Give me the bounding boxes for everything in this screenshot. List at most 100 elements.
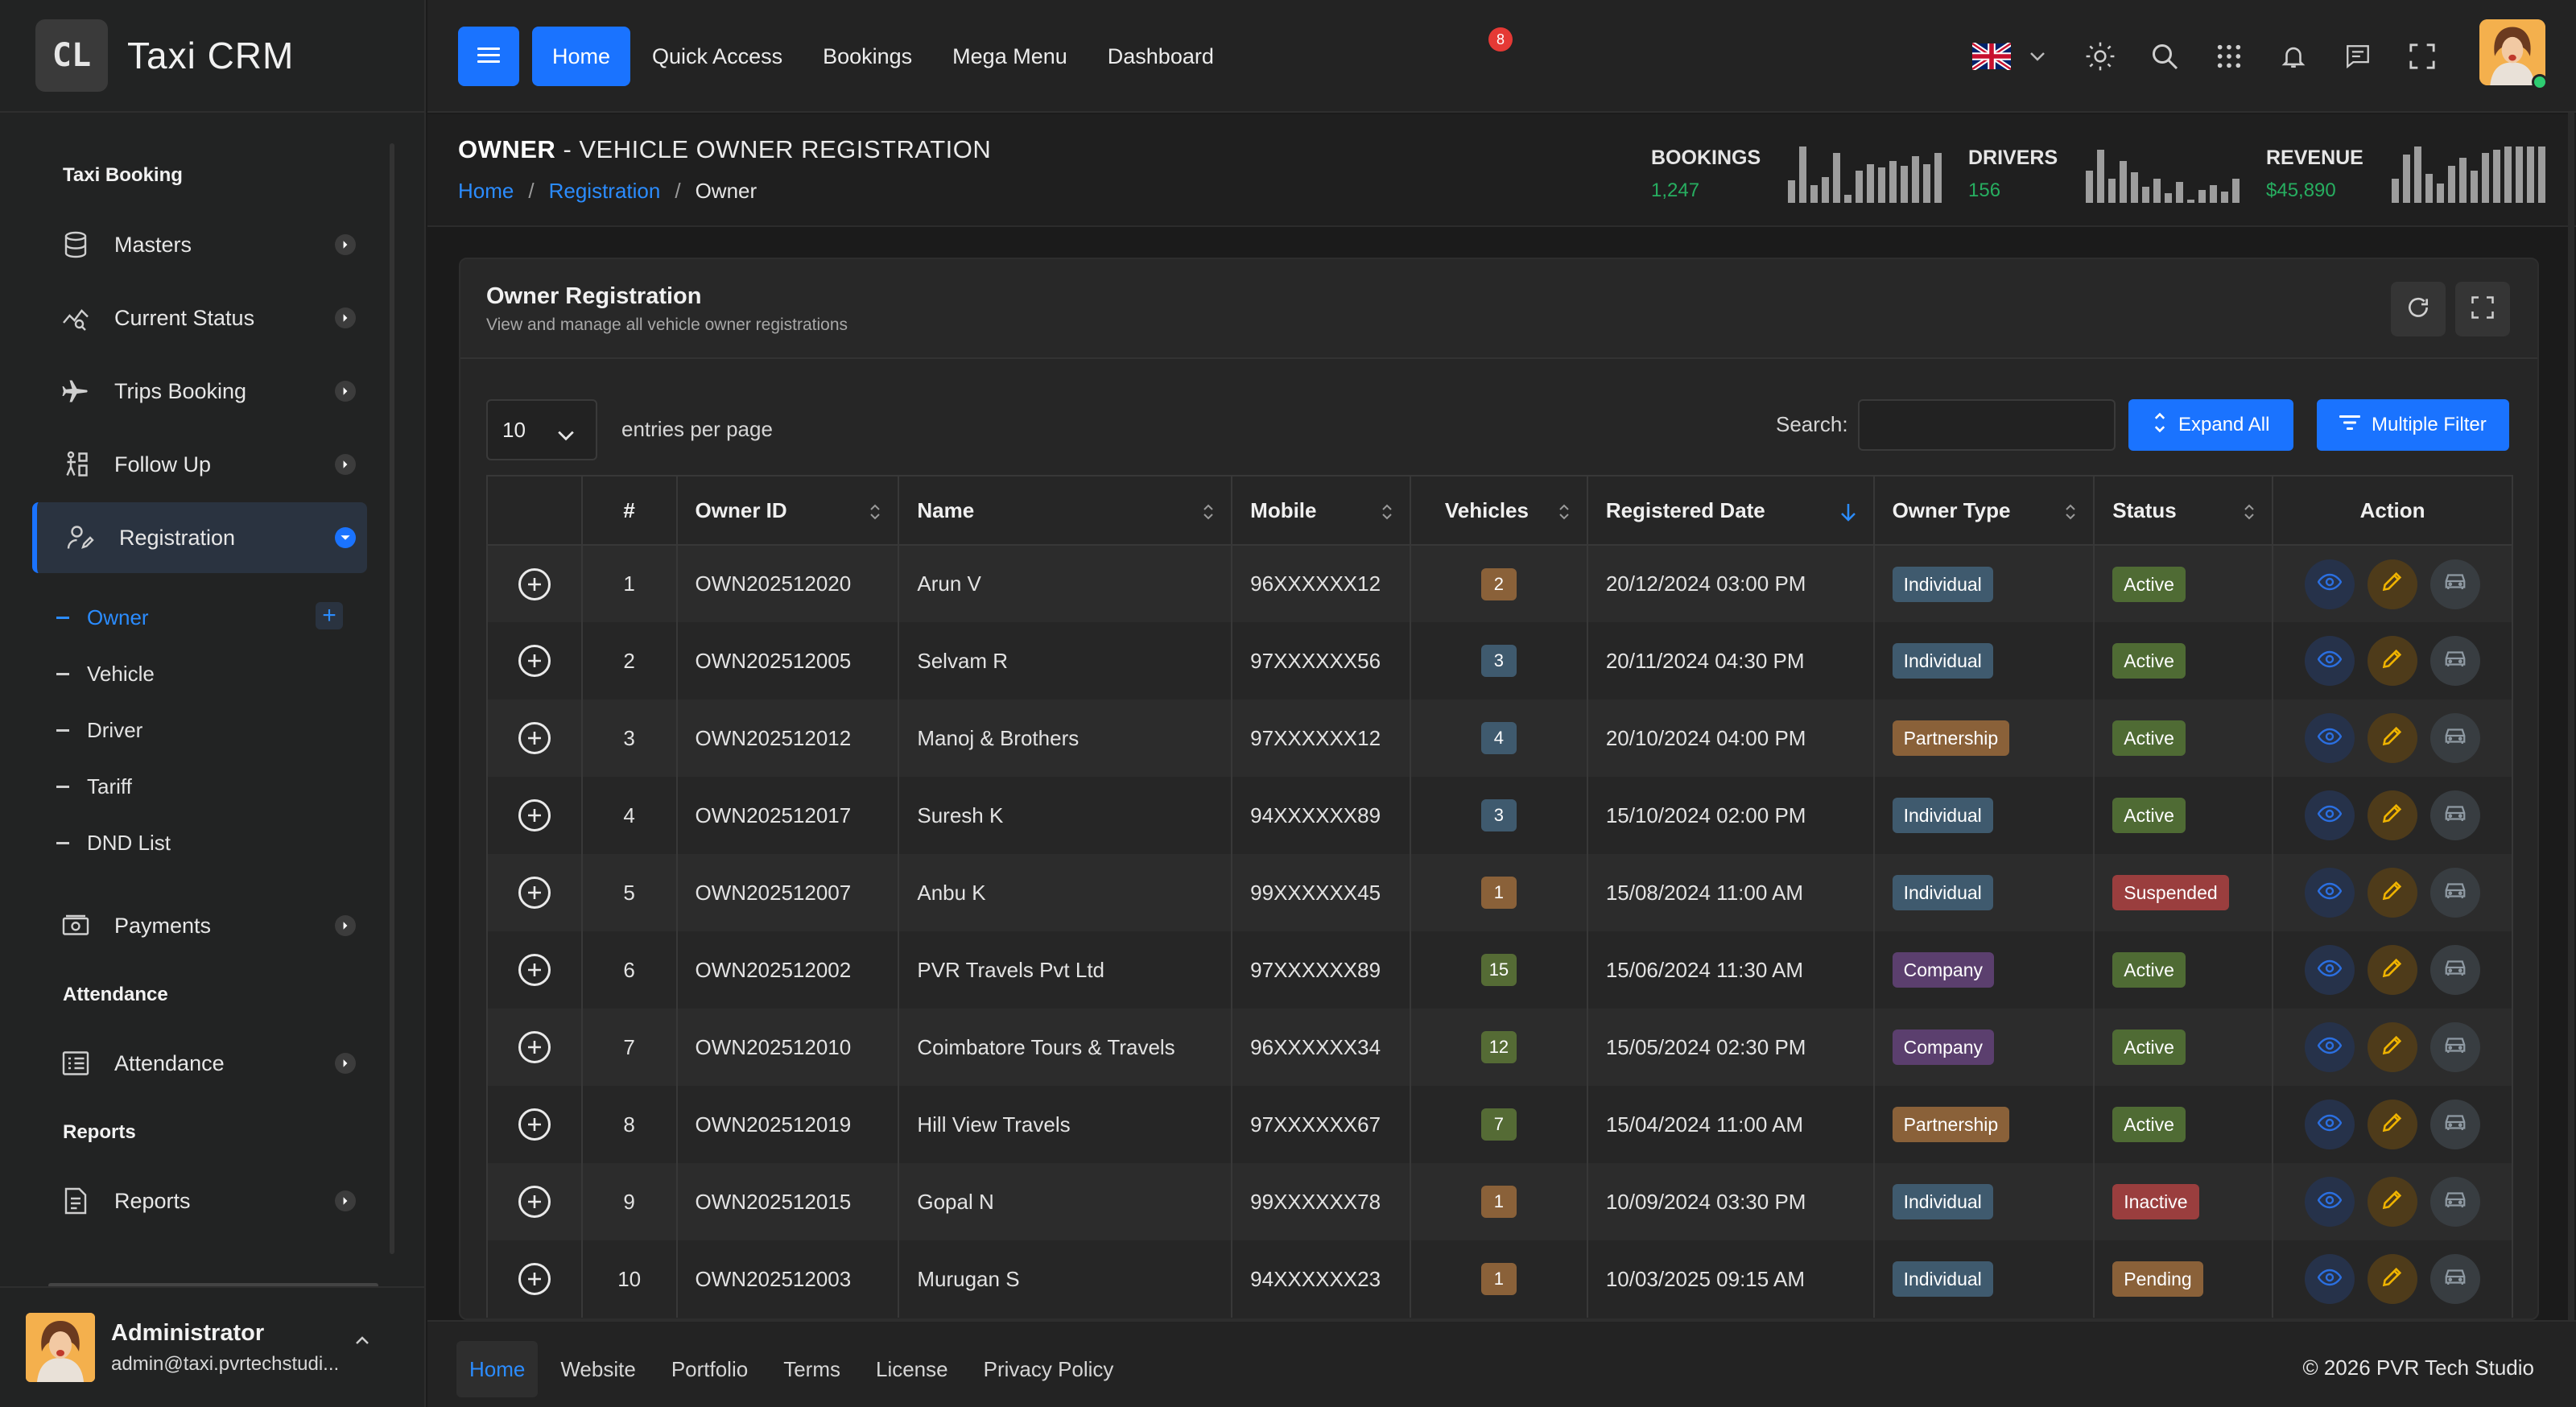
sidebar-subitem-dnd-list[interactable]: DND List <box>56 831 171 856</box>
expand-row-cell[interactable] <box>486 854 583 931</box>
view-button[interactable] <box>2305 1177 2355 1227</box>
edit-button[interactable] <box>2368 713 2418 763</box>
chevron-up-icon[interactable] <box>354 1335 370 1350</box>
expand-row-cell[interactable] <box>486 1163 583 1240</box>
expand-row-cell[interactable] <box>486 1086 583 1163</box>
footer-link-privacy-policy[interactable]: Privacy Policy <box>983 1356 1114 1381</box>
vehicles-button[interactable] <box>2430 790 2481 840</box>
table-row[interactable]: 2 OWN202512005 Selvam R 97XXXXXX56 3 20/11/20… <box>486 622 2513 699</box>
sidebar-item-attendance[interactable]: Attendance <box>32 1028 367 1099</box>
sidebar-item-current-status[interactable]: Current Status <box>32 283 367 353</box>
view-button[interactable] <box>2305 945 2355 995</box>
table-row[interactable]: 3 OWN202512012 Manoj & Brothers 97XXXXXX12 4… <box>486 699 2513 777</box>
vehicles-button[interactable] <box>2430 868 2481 918</box>
col-header-name[interactable]: Name <box>898 475 1233 546</box>
table-row[interactable]: 9 OWN202512015 Gopal N 99XXXXXX78 1 10/09/202… <box>486 1163 2513 1240</box>
view-button[interactable] <box>2305 559 2355 609</box>
multiple-filter-button[interactable]: Multiple Filter <box>2317 399 2509 451</box>
sidebar-subitem-owner[interactable]: Owner <box>56 605 149 630</box>
expand-card-button[interactable] <box>2455 282 2510 336</box>
vehicles-button[interactable] <box>2430 945 2481 995</box>
chat-icon[interactable] <box>2342 40 2374 72</box>
edit-button[interactable] <box>2368 1100 2418 1149</box>
view-button[interactable] <box>2305 713 2355 763</box>
nav-quick-access[interactable]: Quick Access <box>652 43 783 68</box>
uk-flag-icon[interactable] <box>1971 40 2012 72</box>
refresh-button[interactable] <box>2391 282 2446 336</box>
bell-icon[interactable] <box>2277 40 2310 72</box>
edit-button[interactable] <box>2368 1177 2418 1227</box>
page-scrollbar[interactable] <box>2568 113 2574 1320</box>
entries-per-page-select[interactable]: 10 <box>486 399 597 460</box>
view-button[interactable] <box>2305 636 2355 686</box>
col-header-status[interactable]: Status <box>2093 475 2274 546</box>
footer-link-website[interactable]: Website <box>560 1356 636 1381</box>
col-header-registered-date[interactable]: Registered Date <box>1586 475 1875 546</box>
search-input[interactable] <box>1858 399 2116 451</box>
apps-grid-icon[interactable] <box>2213 40 2245 72</box>
expand-row-cell[interactable] <box>486 699 583 777</box>
plus-circle-icon[interactable] <box>518 1108 551 1141</box>
fullscreen-icon[interactable] <box>2406 40 2438 72</box>
table-row[interactable]: 8 OWN202512019 Hill View Travels 97XXXXXX67… <box>486 1086 2513 1163</box>
sidebar-subitem-vehicle[interactable]: Vehicle <box>56 662 155 687</box>
sidebar-subitem-driver[interactable]: Driver <box>56 718 142 743</box>
expand-row-cell[interactable] <box>486 1009 583 1086</box>
vehicles-button[interactable] <box>2430 1177 2481 1227</box>
expand-row-cell[interactable] <box>486 931 583 1009</box>
edit-button[interactable] <box>2368 790 2418 840</box>
expand-row-cell[interactable] <box>486 1240 583 1318</box>
view-button[interactable] <box>2305 1100 2355 1149</box>
brand[interactable]: CL Taxi CRM <box>0 0 424 113</box>
footer-link-terms[interactable]: Terms <box>783 1356 840 1381</box>
sidebar-item-masters[interactable]: Masters <box>32 209 367 280</box>
vehicles-button[interactable] <box>2430 1100 2481 1149</box>
footer-link-license[interactable]: License <box>875 1356 948 1381</box>
sidebar-item-registration[interactable]: Registration <box>32 502 367 573</box>
vehicles-button[interactable] <box>2430 713 2481 763</box>
sidebar-item-reports[interactable]: Reports <box>32 1166 367 1236</box>
header-avatar[interactable] <box>2479 19 2545 85</box>
edit-button[interactable] <box>2368 1254 2418 1304</box>
col-header-vehicles[interactable]: Vehicles <box>1410 475 1588 546</box>
plus-circle-icon[interactable] <box>518 877 551 909</box>
expand-row-cell[interactable] <box>486 777 583 854</box>
col-header-mobile[interactable]: Mobile <box>1231 475 1412 546</box>
col-header-owner-id[interactable]: Owner ID <box>675 475 900 546</box>
edit-button[interactable] <box>2368 636 2418 686</box>
edit-button[interactable] <box>2368 868 2418 918</box>
edit-button[interactable] <box>2368 945 2418 995</box>
plus-circle-icon[interactable] <box>518 799 551 831</box>
table-row[interactable]: 1 OWN202512020 Arun V 96XXXXXX12 2 20/12/2024… <box>486 545 2513 622</box>
plus-circle-icon[interactable] <box>518 1031 551 1063</box>
breadcrumb-registration[interactable]: Registration <box>548 179 661 203</box>
view-button[interactable] <box>2305 790 2355 840</box>
view-button[interactable] <box>2305 868 2355 918</box>
plus-circle-icon[interactable] <box>518 1186 551 1218</box>
table-row[interactable]: 7 OWN202512010 Coimbatore Tours & Travels 9… <box>486 1009 2513 1086</box>
table-row[interactable]: 4 OWN202512017 Suresh K 94XXXXXX89 3 15/10/20… <box>486 777 2513 854</box>
add-owner-icon[interactable]: + <box>316 602 343 629</box>
nav-mega-menu[interactable]: Mega Menu <box>952 43 1067 68</box>
vehicles-button[interactable] <box>2430 636 2481 686</box>
sidebar-item-follow-up[interactable]: Follow Up <box>32 429 367 500</box>
plus-circle-icon[interactable] <box>518 954 551 986</box>
view-button[interactable] <box>2305 1254 2355 1304</box>
plus-circle-icon[interactable] <box>518 722 551 754</box>
view-button[interactable] <box>2305 1022 2355 1072</box>
plus-circle-icon[interactable] <box>518 645 551 677</box>
table-row[interactable]: 10 OWN202512003 Murugan S 94XXXXXX23 1 10/03/… <box>486 1240 2513 1318</box>
footer-link-portfolio[interactable]: Portfolio <box>671 1356 749 1381</box>
breadcrumb-home[interactable]: Home <box>458 179 514 203</box>
sidebar-subitem-tariff[interactable]: Tariff <box>56 774 132 799</box>
plus-circle-icon[interactable] <box>518 567 551 600</box>
vehicles-button[interactable] <box>2430 1254 2481 1304</box>
nav-dashboard[interactable]: Dashboard <box>1107 43 1214 68</box>
edit-button[interactable] <box>2368 559 2418 609</box>
footer-link-home[interactable]: Home <box>456 1341 539 1397</box>
vehicles-button[interactable] <box>2430 1022 2481 1072</box>
nav-bookings[interactable]: Bookings <box>823 43 913 68</box>
expand-all-button[interactable]: Expand All <box>2128 399 2294 451</box>
language-chevron-down-icon[interactable] <box>2021 40 2054 72</box>
expand-row-cell[interactable] <box>486 622 583 699</box>
